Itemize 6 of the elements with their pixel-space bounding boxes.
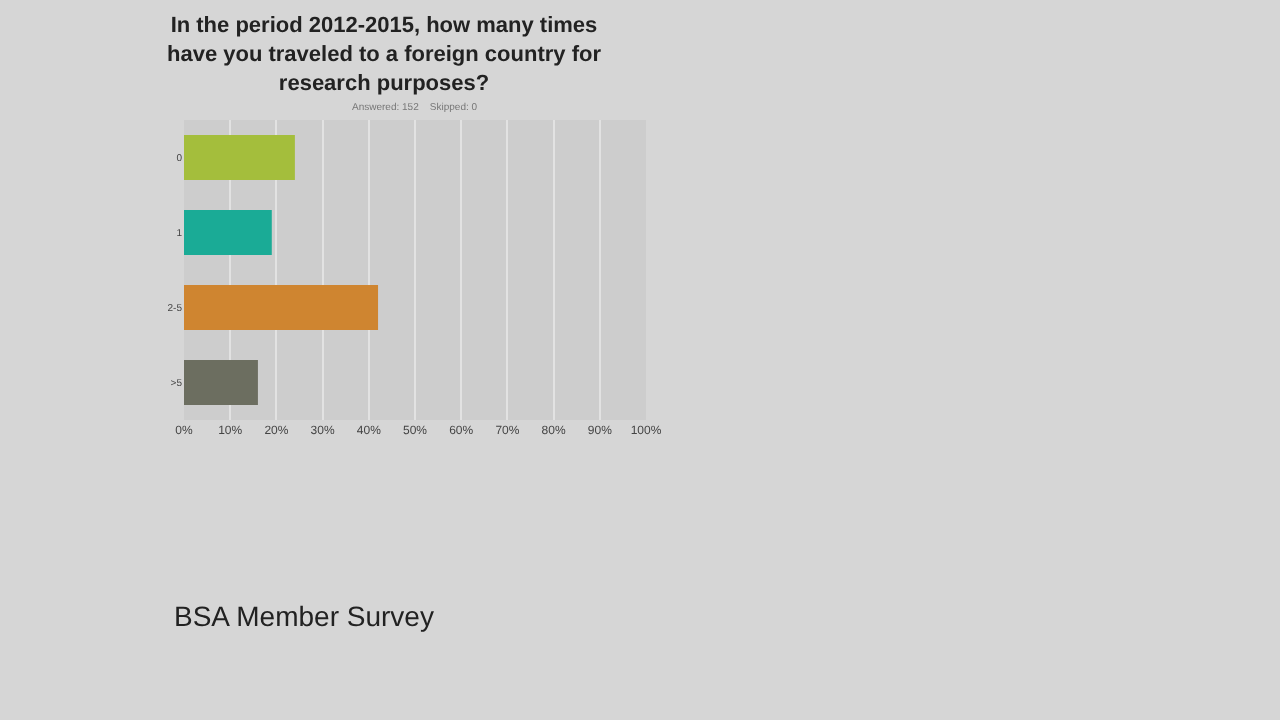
bar — [184, 360, 258, 405]
chart-title: In the period 2012-2015, how many times have you traveled to a foreign country for research purposes? — [167, 14, 603, 96]
bar — [184, 210, 272, 255]
bar — [184, 285, 379, 330]
bar — [184, 135, 295, 180]
text: BSA Member Survey — [174, 600, 434, 632]
